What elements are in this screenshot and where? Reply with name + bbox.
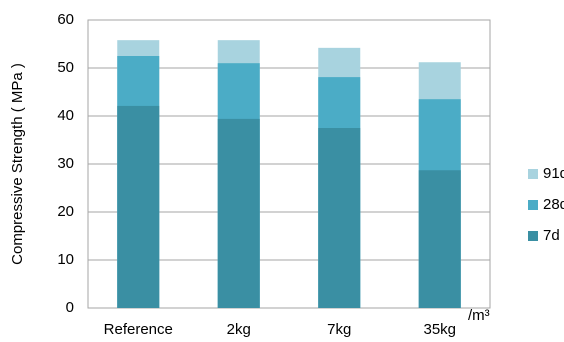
legend-label: 28d	[543, 196, 564, 213]
bar	[418, 170, 461, 308]
x-tick-label: 35kg	[423, 321, 456, 338]
y-tick-label: 10	[57, 251, 74, 268]
x-tick-label: 7kg	[327, 321, 351, 338]
legend-swatch	[528, 169, 538, 179]
bar	[117, 105, 160, 308]
y-axis-label: Compressive Strength ( MPa )	[9, 63, 26, 265]
y-tick-label: 30	[57, 155, 74, 172]
x-tick-label: Reference	[104, 321, 173, 338]
legend-swatch	[528, 200, 538, 210]
plot-border	[87, 19, 491, 309]
x-tick-label: 2kg	[227, 321, 251, 338]
legend-label: 91d	[543, 165, 564, 182]
bar	[318, 128, 361, 308]
y-tick-label: 60	[57, 11, 74, 28]
legend-swatch	[528, 231, 538, 241]
y-tick-label: 20	[57, 203, 74, 220]
y-tick-label: 0	[66, 299, 74, 316]
y-tick-label: 40	[57, 107, 74, 124]
legend-label: 7d	[543, 227, 560, 244]
x-annotation: /m³	[468, 307, 490, 324]
y-tick-label: 50	[57, 59, 74, 76]
bar	[217, 118, 260, 308]
